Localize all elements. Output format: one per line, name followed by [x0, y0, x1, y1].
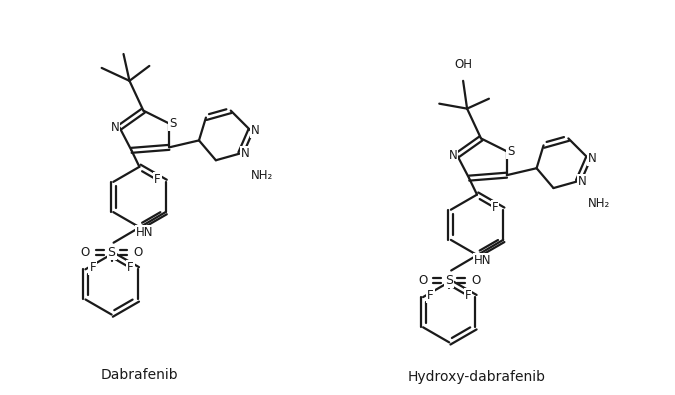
Text: NH₂: NH₂ [250, 169, 273, 182]
Text: F: F [89, 261, 96, 274]
Text: HN: HN [136, 226, 154, 239]
Text: O: O [471, 274, 481, 287]
Text: N: N [588, 152, 597, 165]
Text: N: N [448, 149, 457, 162]
Text: O: O [134, 246, 142, 259]
Text: N: N [241, 147, 250, 160]
Text: F: F [127, 261, 134, 274]
Text: F: F [427, 289, 433, 302]
Text: HN: HN [474, 254, 491, 267]
Text: S: S [169, 117, 177, 130]
Text: O: O [418, 274, 427, 287]
Text: N: N [111, 121, 119, 134]
Text: Dabrafenib: Dabrafenib [101, 368, 178, 382]
Text: F: F [465, 289, 471, 302]
Text: S: S [107, 246, 115, 259]
Text: N: N [250, 124, 259, 137]
Text: O: O [80, 246, 90, 259]
Text: NH₂: NH₂ [588, 197, 610, 210]
Text: OH: OH [454, 58, 472, 71]
Text: F: F [154, 173, 161, 186]
Text: Hydroxy-dabrafenib: Hydroxy-dabrafenib [408, 370, 546, 384]
Text: N: N [578, 175, 587, 188]
Text: S: S [507, 145, 514, 158]
Text: F: F [491, 201, 498, 214]
Text: S: S [446, 274, 453, 287]
